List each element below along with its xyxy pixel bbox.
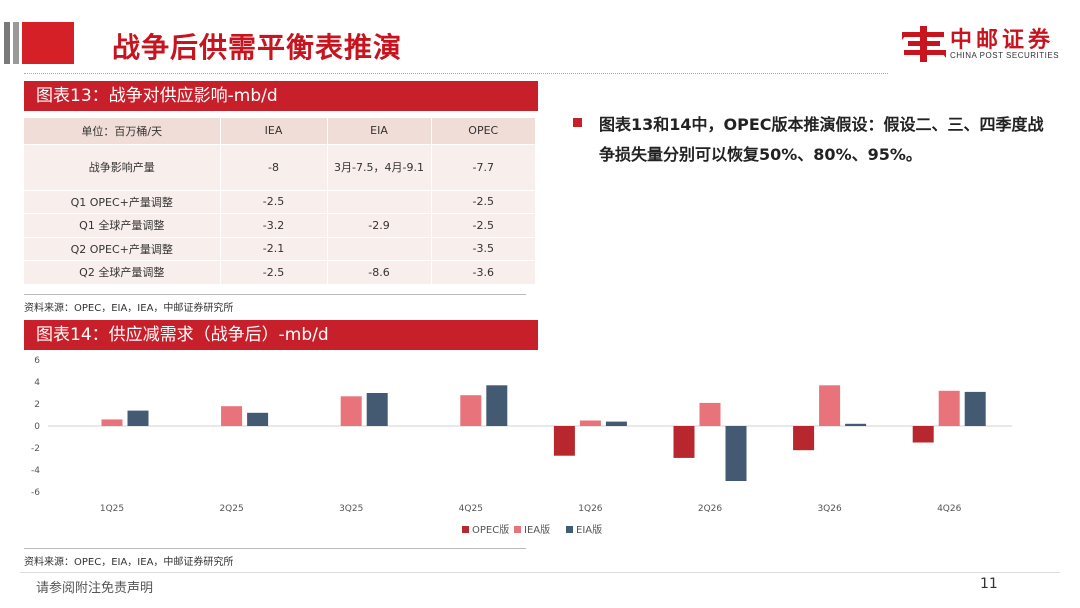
- header-deco-block: [22, 22, 74, 64]
- header-deco-bar-2: [13, 22, 19, 64]
- col-header-opec: OPEC: [431, 118, 536, 145]
- header-divider: [24, 73, 888, 74]
- table-cell: -2.5: [220, 190, 328, 214]
- bar-IEA版-3Q25: [340, 396, 362, 426]
- legend-swatch: [566, 526, 573, 533]
- bullet-square-icon: [573, 118, 582, 127]
- x-tick-label: 4Q25: [459, 504, 483, 514]
- supply-minus-demand-chart: -6 -4 -2 0 2 4 6 1Q25 2Q25 3Q25 4Q25 1Q26 2Q26 3Q26 4…: [31, 356, 1012, 536]
- page-title: 战争后供需平衡表推演: [112, 31, 403, 64]
- company-logo: 中邮证券 CHINA POST SECURITIES: [902, 22, 1072, 70]
- bar-OPEC版-1Q26: [553, 426, 575, 456]
- bar-EIA版-3Q26: [845, 423, 867, 426]
- bar-EIA版-1Q25: [127, 410, 149, 426]
- table-cell: -3.2: [220, 213, 328, 238]
- table13-source: 资料来源：OPEC，EIA，IEA，中邮证券研究所: [24, 303, 234, 314]
- y-tick-label: 0: [34, 422, 40, 432]
- y-tick-label: -2: [31, 444, 40, 454]
- bar-IEA版-4Q25: [460, 395, 482, 426]
- table-cell: Q1 全球产量调整: [24, 213, 221, 238]
- legend-label: OPEC版: [472, 523, 509, 536]
- bar-OPEC版-2Q26: [673, 426, 695, 458]
- bar-OPEC版-4Q26: [912, 426, 934, 443]
- table-cell: -8: [220, 144, 328, 191]
- logo-text-en: CHINA POST SECURITIES: [950, 51, 1060, 60]
- x-axis-labels: 1Q25 2Q25 3Q25 4Q25 1Q26 2Q26 3Q26 4Q26: [100, 504, 962, 514]
- footer-divider: [20, 572, 1060, 573]
- bar-OPEC版-3Q26: [793, 426, 815, 451]
- table-cell: -2.5: [220, 260, 328, 285]
- chart-legend: OPEC版 IEA版 EIA版: [462, 523, 602, 536]
- col-header-eia: EIA: [327, 118, 432, 145]
- y-tick-label: 2: [34, 400, 40, 410]
- legend-swatch: [462, 526, 469, 533]
- x-tick-label: 2Q25: [219, 504, 243, 514]
- table-cell: [327, 190, 432, 214]
- bullet-text: 图表13和14中，OPEC版本推演假设：假设二、三、四季度战争损失量分别可以恢复…: [599, 115, 1044, 164]
- table13-bottom-divider: [24, 294, 526, 295]
- legend-label: EIA版: [576, 523, 602, 536]
- bar-EIA版-2Q25: [247, 412, 269, 426]
- bar-EIA版-4Q26: [964, 391, 986, 426]
- chart14-bottom-divider: [24, 548, 526, 549]
- bar-IEA版-3Q26: [819, 385, 841, 426]
- table-cell: 3月-7.5，4月-9.1: [327, 144, 432, 191]
- bar-EIA版-3Q25: [366, 393, 388, 426]
- legend-swatch: [514, 526, 521, 533]
- bar-IEA版-2Q25: [221, 406, 243, 426]
- table-cell: -2.5: [431, 213, 536, 238]
- logo-text-cn: 中邮证券: [950, 28, 1055, 53]
- table-cell: -2.1: [220, 237, 328, 261]
- table-row: Q2 全球产量调整 -2.5 -8.6 -3.6: [24, 260, 536, 285]
- chart14-source: 资料来源：OPEC，EIA，IEA，中邮证券研究所: [24, 557, 234, 568]
- bar-IEA版-2Q26: [699, 402, 721, 426]
- table-cell: Q2 全球产量调整: [24, 260, 221, 285]
- table-row: 战争影响产量 -8 3月-7.5，4月-9.1 -7.7: [24, 144, 536, 191]
- china-post-emblem-icon: [902, 26, 946, 62]
- table-cell: [327, 237, 432, 261]
- y-tick-label: -4: [31, 466, 40, 476]
- y-tick-label: 4: [34, 378, 40, 388]
- table-row: Q1 OPEC+产量调整 -2.5 -2.5: [24, 190, 536, 214]
- table-cell: Q1 OPEC+产量调整: [24, 190, 221, 214]
- chart14-title: 图表14：供应减需求（战争后）-mb/d: [24, 320, 538, 350]
- x-tick-label: 2Q26: [698, 504, 723, 514]
- bar-EIA版-2Q26: [725, 426, 747, 481]
- x-tick-label: 1Q25: [100, 504, 124, 514]
- table-cell: 战争影响产量: [24, 144, 221, 191]
- table-cell: Q2 OPEC+产量调整: [24, 237, 221, 261]
- y-tick-label: 6: [34, 356, 40, 366]
- bar-EIA版-1Q26: [605, 421, 627, 426]
- y-tick-label: -6: [31, 488, 40, 498]
- bar-IEA版-1Q25: [101, 419, 123, 426]
- header-deco-bar-1: [4, 22, 10, 64]
- table-cell: -3.5: [431, 237, 536, 261]
- x-tick-label: 3Q26: [817, 504, 842, 514]
- disclaimer-text: 请参阅附注免责声明: [36, 581, 154, 596]
- x-tick-label: 4Q26: [937, 504, 962, 514]
- table13-title: 图表13：战争对供应影响-mb/d: [24, 81, 538, 111]
- col-header-unit: 单位：百万桶/天: [24, 118, 221, 145]
- col-header-iea: IEA: [220, 118, 328, 145]
- y-axis-labels: -6 -4 -2 0 2 4 6: [31, 356, 40, 498]
- table-header-row: 单位：百万桶/天 IEA EIA OPEC: [24, 118, 536, 145]
- x-tick-label: 3Q25: [339, 504, 363, 514]
- bar-IEA版-1Q26: [579, 420, 601, 426]
- page-number: 11: [980, 576, 998, 592]
- supply-impact-table: 单位：百万桶/天 IEA EIA OPEC 战争影响产量 -8 3月-7.5，4…: [24, 118, 536, 285]
- table-cell: -3.6: [431, 260, 536, 285]
- bar-EIA版-4Q25: [486, 385, 508, 426]
- table-row: Q2 OPEC+产量调整 -2.1 -3.5: [24, 237, 536, 261]
- table-cell: -7.7: [431, 144, 536, 191]
- table-cell: -2.5: [431, 190, 536, 214]
- x-tick-label: 1Q26: [578, 504, 603, 514]
- bars-group: [101, 385, 986, 481]
- bar-IEA版-4Q26: [938, 390, 960, 426]
- table-row: Q1 全球产量调整 -3.2 -2.9 -2.5: [24, 213, 536, 238]
- table-cell: -8.6: [327, 260, 432, 285]
- legend-label: IEA版: [524, 523, 550, 536]
- table-cell: -2.9: [327, 213, 432, 238]
